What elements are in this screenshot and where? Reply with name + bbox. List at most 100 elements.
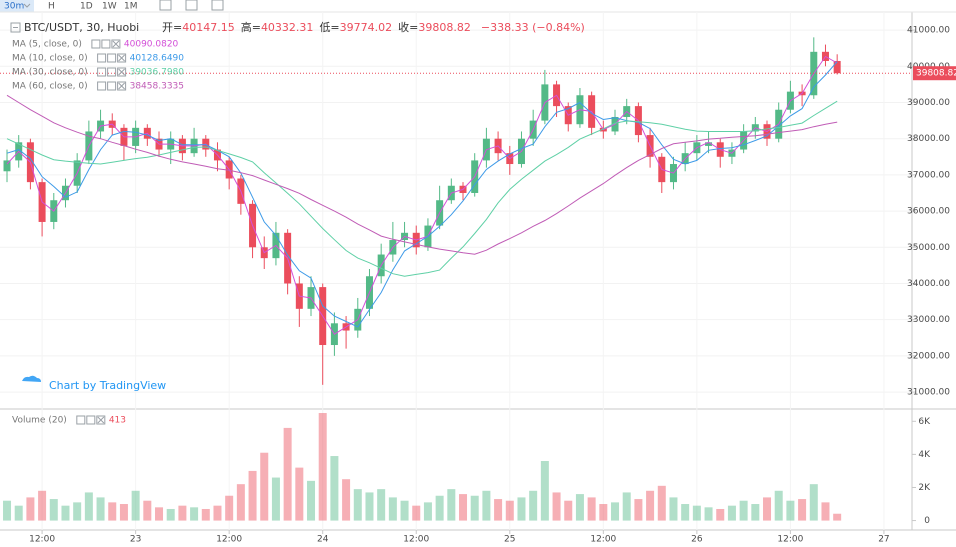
volume-bar <box>459 494 468 521</box>
volume-bar <box>692 505 701 521</box>
ohlc-name: 开= <box>162 21 182 34</box>
volume-bar <box>365 492 374 521</box>
volume-bar <box>178 505 187 521</box>
marks <box>3 37 842 521</box>
volume-bar <box>751 504 760 521</box>
collapse-icon[interactable] <box>10 22 21 33</box>
moving-average-line <box>6 94 838 255</box>
interval-button[interactable]: 1M <box>124 2 138 12</box>
interval-active[interactable] <box>0 0 34 12</box>
volume-bar <box>704 507 713 521</box>
volume-bar <box>646 490 655 521</box>
volume-bar <box>529 490 538 521</box>
volume-bar <box>318 413 327 521</box>
interval-button[interactable]: 30m <box>4 2 24 12</box>
interval-button[interactable]: 1D <box>80 2 93 12</box>
overlay: BTC/USDT, 30, Huobi Chart by TradingView… <box>0 2 956 426</box>
volume-bar <box>611 502 620 521</box>
legend-label: Volume (20) <box>12 416 67 426</box>
volume-bar <box>108 502 117 521</box>
y-tick-label: 39000.00 <box>907 98 950 108</box>
volume-bar <box>307 480 316 521</box>
remove-icon[interactable] <box>117 67 127 77</box>
volume-bar <box>84 492 93 521</box>
settings-icon[interactable] <box>185 0 198 11</box>
remove-icon[interactable] <box>117 53 127 63</box>
legend-value: 413 <box>109 416 126 426</box>
candle-body <box>705 142 713 146</box>
volume-bar <box>190 507 199 521</box>
volume-y-tick-label: 2K <box>918 483 931 493</box>
candle-body <box>833 60 841 74</box>
volume-bar <box>342 479 351 521</box>
volume-bar <box>435 495 444 521</box>
volume-y-tick-label: 0 <box>924 516 930 526</box>
volume-bar <box>447 489 456 521</box>
x-tick-label: 12:00 <box>29 535 55 545</box>
settings-icon[interactable] <box>86 415 96 425</box>
legend-value: 40128.6490 <box>130 54 185 64</box>
volume-bar <box>599 504 608 521</box>
volume-bar <box>470 495 479 521</box>
volume-bar <box>49 499 58 521</box>
y-tick-label: 37000.00 <box>907 170 950 180</box>
eye-icon[interactable] <box>97 67 107 77</box>
settings-icon[interactable] <box>107 81 117 91</box>
volume-bar <box>260 452 269 521</box>
volume-bar <box>26 497 35 521</box>
volume-bar <box>774 490 783 521</box>
volume-bar <box>166 508 175 521</box>
remove-icon[interactable] <box>117 81 127 91</box>
eye-icon[interactable] <box>97 81 107 91</box>
volume-bar <box>669 497 678 521</box>
volume-bar <box>155 507 164 521</box>
y-tick-label: 31000.00 <box>907 388 950 398</box>
volume-bar <box>739 500 748 521</box>
volume-bar <box>494 499 503 521</box>
snapshot-icon[interactable] <box>211 0 224 11</box>
volume-bar <box>225 495 234 521</box>
eye-icon[interactable] <box>76 415 86 425</box>
legend-value: 39036.7980 <box>130 68 185 78</box>
candle-body <box>3 160 11 172</box>
volume-bar <box>564 500 573 521</box>
x-tick-label: 24 <box>317 535 329 545</box>
volume-bar <box>482 490 491 521</box>
volume-y-tick-label: 4K <box>918 450 931 460</box>
volume-bar <box>377 489 386 521</box>
eye-icon[interactable] <box>91 39 101 49</box>
x-tick-label: 26 <box>691 535 703 545</box>
x-tick-label: 23 <box>130 535 141 545</box>
volume-bar <box>552 492 561 521</box>
ohlc-value: 40332.31 <box>261 21 314 34</box>
x-tick-label: 12:00 <box>403 535 429 545</box>
volume-bar <box>575 494 584 521</box>
remove-icon[interactable] <box>96 415 106 425</box>
volume-y-tick-label: 6K <box>918 417 931 427</box>
moving-average-line <box>6 55 838 335</box>
volume-bar <box>330 456 339 521</box>
x-tick-label: 27 <box>878 535 889 545</box>
y-tick-label: 36000.00 <box>907 207 950 217</box>
indicator-icon[interactable] <box>159 0 172 11</box>
remove-icon[interactable] <box>111 39 121 49</box>
ohlc-value: 40147.15 <box>182 21 235 34</box>
eye-icon[interactable] <box>97 53 107 63</box>
volume-bar <box>143 500 152 521</box>
settings-icon[interactable] <box>107 53 117 63</box>
ohlc-name: 收= <box>398 20 418 34</box>
settings-icon[interactable] <box>107 67 117 77</box>
legend-value: 40090.0820 <box>124 40 179 50</box>
y-tick-label: 35000.00 <box>907 243 950 253</box>
interval-button[interactable]: 1W <box>102 2 117 12</box>
settings-icon[interactable] <box>101 39 111 49</box>
ohlc-value: 39808.82 <box>418 21 471 34</box>
watermark[interactable]: Chart by TradingView <box>49 379 166 392</box>
ohlc-name: 低= <box>319 21 339 34</box>
interval-button[interactable]: H <box>48 2 55 12</box>
x-tick-label: 12:00 <box>216 535 242 545</box>
volume-bar <box>423 502 432 521</box>
volume-bar <box>236 484 245 521</box>
